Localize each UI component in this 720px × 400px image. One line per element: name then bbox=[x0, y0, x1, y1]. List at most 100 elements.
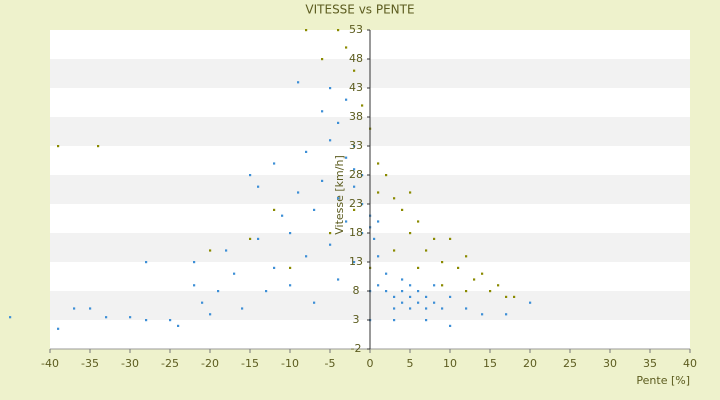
point bbox=[249, 174, 252, 177]
x-tick-label: 30 bbox=[603, 357, 617, 370]
point bbox=[377, 191, 380, 194]
x-tick-label: 10 bbox=[443, 357, 457, 370]
point bbox=[441, 284, 444, 287]
point bbox=[401, 301, 404, 304]
x-tick-label: -20 bbox=[201, 357, 219, 370]
point bbox=[361, 232, 364, 235]
x-tick-label: 40 bbox=[683, 357, 697, 370]
point bbox=[425, 307, 428, 310]
point bbox=[193, 261, 196, 264]
point bbox=[145, 261, 148, 264]
point bbox=[505, 313, 508, 316]
x-tick-label: -5 bbox=[325, 357, 336, 370]
point bbox=[425, 319, 428, 322]
point bbox=[321, 58, 324, 61]
x-tick-label: -25 bbox=[161, 357, 179, 370]
point bbox=[425, 295, 428, 298]
point bbox=[329, 232, 332, 235]
point bbox=[441, 261, 444, 264]
point bbox=[9, 316, 12, 319]
point bbox=[417, 290, 420, 293]
y-tick-label: 3 bbox=[353, 313, 360, 326]
y-tick-label: 53 bbox=[349, 23, 363, 36]
point bbox=[73, 307, 76, 310]
point bbox=[193, 284, 196, 287]
point bbox=[57, 327, 60, 330]
point bbox=[465, 307, 468, 310]
point bbox=[169, 319, 172, 322]
point bbox=[465, 290, 468, 293]
point bbox=[377, 255, 380, 258]
point bbox=[393, 307, 396, 310]
point bbox=[353, 185, 356, 188]
y-tick-label: 43 bbox=[349, 81, 363, 94]
y-axis-title: Vitesse [km/h] bbox=[333, 155, 346, 235]
x-tick-label: 35 bbox=[643, 357, 657, 370]
x-tick-label: -30 bbox=[121, 357, 139, 370]
x-tick-label: -10 bbox=[281, 357, 299, 370]
point bbox=[297, 191, 300, 194]
point bbox=[377, 162, 380, 165]
point bbox=[373, 237, 376, 240]
x-axis-title: Pente [%] bbox=[636, 374, 690, 387]
x-tick-label: -35 bbox=[81, 357, 99, 370]
y-tick-label: 13 bbox=[349, 255, 363, 268]
point bbox=[409, 284, 412, 287]
point bbox=[313, 208, 316, 211]
point bbox=[129, 316, 132, 319]
y-tick-label: 33 bbox=[349, 139, 363, 152]
point bbox=[353, 168, 356, 171]
point bbox=[105, 316, 108, 319]
point bbox=[209, 249, 212, 252]
point bbox=[505, 295, 508, 298]
point bbox=[361, 104, 364, 107]
point bbox=[377, 284, 380, 287]
point bbox=[377, 220, 380, 223]
point bbox=[425, 249, 428, 252]
point bbox=[353, 261, 356, 264]
point bbox=[409, 191, 412, 194]
point bbox=[353, 145, 356, 148]
point bbox=[409, 295, 412, 298]
point bbox=[393, 197, 396, 200]
point bbox=[329, 139, 332, 142]
point bbox=[497, 284, 500, 287]
point bbox=[321, 179, 324, 182]
point bbox=[273, 266, 276, 269]
point bbox=[449, 237, 452, 240]
point bbox=[449, 295, 452, 298]
point bbox=[393, 319, 396, 322]
point bbox=[417, 266, 420, 269]
y-tick-label: 8 bbox=[353, 284, 360, 297]
point bbox=[89, 307, 92, 310]
point bbox=[329, 87, 332, 90]
point bbox=[57, 145, 60, 148]
point bbox=[145, 319, 148, 322]
point bbox=[281, 214, 284, 217]
x-tick-label: 20 bbox=[523, 357, 537, 370]
point bbox=[345, 46, 348, 49]
y-tick-label: 23 bbox=[349, 197, 363, 210]
point bbox=[225, 249, 228, 252]
x-tick-label: -40 bbox=[41, 357, 59, 370]
point bbox=[313, 301, 316, 304]
point bbox=[385, 272, 388, 275]
point bbox=[345, 156, 348, 159]
point bbox=[401, 278, 404, 281]
y-tick-label: 18 bbox=[349, 226, 363, 239]
y-tick-label: 48 bbox=[349, 52, 363, 65]
point bbox=[305, 29, 308, 32]
x-tick-label: -15 bbox=[241, 357, 259, 370]
point bbox=[393, 249, 396, 252]
point bbox=[409, 232, 412, 235]
point bbox=[249, 237, 252, 240]
point bbox=[97, 145, 100, 148]
point bbox=[329, 243, 332, 246]
point bbox=[529, 301, 532, 304]
x-tick-label: 5 bbox=[407, 357, 414, 370]
point bbox=[433, 301, 436, 304]
point bbox=[385, 290, 388, 293]
point bbox=[433, 237, 436, 240]
point bbox=[409, 307, 412, 310]
point bbox=[417, 220, 420, 223]
